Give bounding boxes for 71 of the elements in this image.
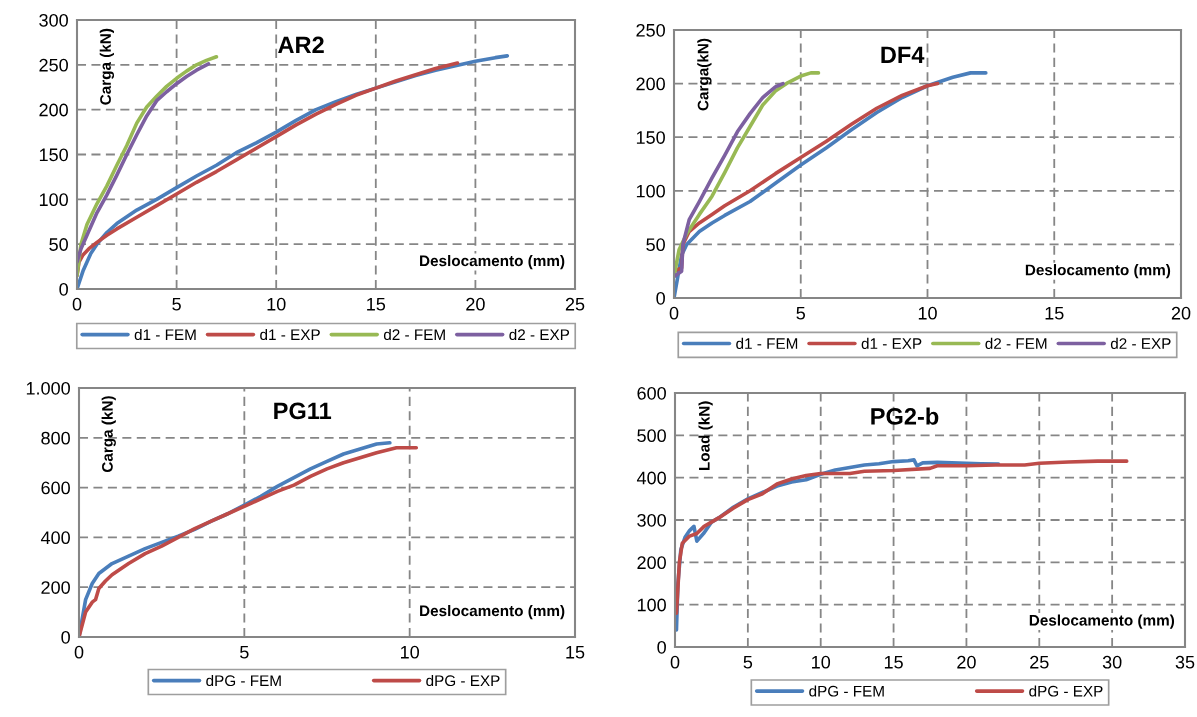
x-axis-title: Deslocamento (mm) bbox=[1025, 264, 1171, 279]
y-tick-label: 300 bbox=[39, 13, 68, 27]
y-axis-title: Load (kN) bbox=[698, 401, 713, 471]
legend-label: dPG - FEM bbox=[206, 674, 281, 687]
x-tick-label: 15 bbox=[1045, 307, 1064, 320]
x-tick-label: 25 bbox=[565, 297, 585, 311]
x-tick-label: 5 bbox=[796, 307, 806, 320]
y-tick-label: 400 bbox=[636, 471, 666, 485]
y-tick-label: 250 bbox=[636, 23, 665, 37]
y-tick-label: 100 bbox=[39, 193, 68, 207]
y-axis-title: Carga(kN) bbox=[697, 38, 712, 111]
y-axis-title: Carga (kN) bbox=[101, 396, 116, 473]
x-tick-label: 0 bbox=[669, 306, 679, 320]
legend-label: dPG - FEM bbox=[809, 685, 884, 697]
x-tick-label: 15 bbox=[566, 646, 585, 659]
x-axis-title: Deslocamento (mm) bbox=[1029, 614, 1175, 629]
legend-label: d1 - EXP bbox=[260, 328, 320, 341]
y-tick-label: 600 bbox=[637, 386, 666, 400]
legend-label: d2 - FEM bbox=[383, 328, 445, 341]
y-tick-label: 400 bbox=[40, 531, 70, 545]
text: DF4 bbox=[881, 46, 925, 63]
legend-label: d1 - EXP bbox=[861, 337, 922, 350]
y-tick-label: 200 bbox=[637, 556, 666, 570]
y-tick-label: 300 bbox=[637, 513, 666, 527]
x-tick-label: 0 bbox=[74, 645, 84, 659]
x-axis-title: Deslocamento (mm) bbox=[420, 254, 565, 270]
x-tick-label: 10 bbox=[812, 655, 831, 669]
x-tick-label: 20 bbox=[1171, 306, 1191, 320]
x-tick-label: 20 bbox=[957, 655, 976, 669]
x-tick-label: 10 bbox=[267, 297, 286, 311]
y-tick-label: 800 bbox=[41, 431, 70, 445]
legend-label: d2 - EXP bbox=[1110, 337, 1171, 350]
x-tick-label: 10 bbox=[401, 645, 419, 659]
legend-label: dPG - EXP bbox=[1029, 685, 1103, 697]
y-tick-label: 100 bbox=[637, 598, 666, 612]
legend-label: dPG - EXP bbox=[426, 674, 500, 687]
x-tick-label: 10 bbox=[918, 306, 937, 320]
x-tick-label: 0 bbox=[72, 297, 82, 311]
y-tick-label: 250 bbox=[39, 58, 68, 72]
x-tick-label: 25 bbox=[1030, 655, 1049, 669]
y-tick-label: 200 bbox=[39, 103, 68, 117]
x-tick-label: 5 bbox=[240, 646, 249, 659]
x-tick-label: 5 bbox=[172, 298, 181, 311]
y-tick-label: 600 bbox=[41, 481, 70, 495]
x-tick-label: 0 bbox=[670, 655, 680, 669]
y-tick-label: 50 bbox=[646, 238, 665, 252]
text: AR2 bbox=[278, 36, 324, 54]
y-tick-label: 0 bbox=[59, 282, 68, 296]
y-tick-label: 200 bbox=[636, 77, 665, 91]
x-tick-label: 30 bbox=[1102, 655, 1122, 669]
x-tick-label: 15 bbox=[884, 656, 903, 669]
y-tick-label: 150 bbox=[39, 148, 68, 162]
y-tick-label: 50 bbox=[49, 238, 68, 251]
y-axis-title: Carga (kN) bbox=[99, 28, 115, 105]
x-tick-label: 15 bbox=[367, 298, 386, 311]
legend-label: d1 - FEM bbox=[134, 328, 196, 341]
x-axis-title: Deslocamento (mm) bbox=[420, 604, 565, 620]
x-tick-label: 5 bbox=[743, 656, 753, 669]
y-tick-label: 100 bbox=[636, 184, 665, 198]
y-tick-label: 150 bbox=[636, 131, 665, 144]
y-tick-label: 500 bbox=[637, 429, 666, 443]
chart-title: PG2-b bbox=[871, 407, 939, 425]
chart-title: PG11 bbox=[274, 402, 332, 420]
y-tick-label: 200 bbox=[41, 581, 70, 594]
x-tick-label: 20 bbox=[466, 297, 485, 311]
x-tick-label: 35 bbox=[1175, 655, 1195, 669]
y-tick-label: 1.000 bbox=[26, 381, 70, 395]
y-tick-label: 0 bbox=[61, 630, 70, 644]
legend-label: d1 - FEM bbox=[736, 337, 798, 350]
legend-label: d2 - FEM bbox=[985, 337, 1047, 350]
legend-label: d2 - EXP bbox=[509, 328, 570, 341]
